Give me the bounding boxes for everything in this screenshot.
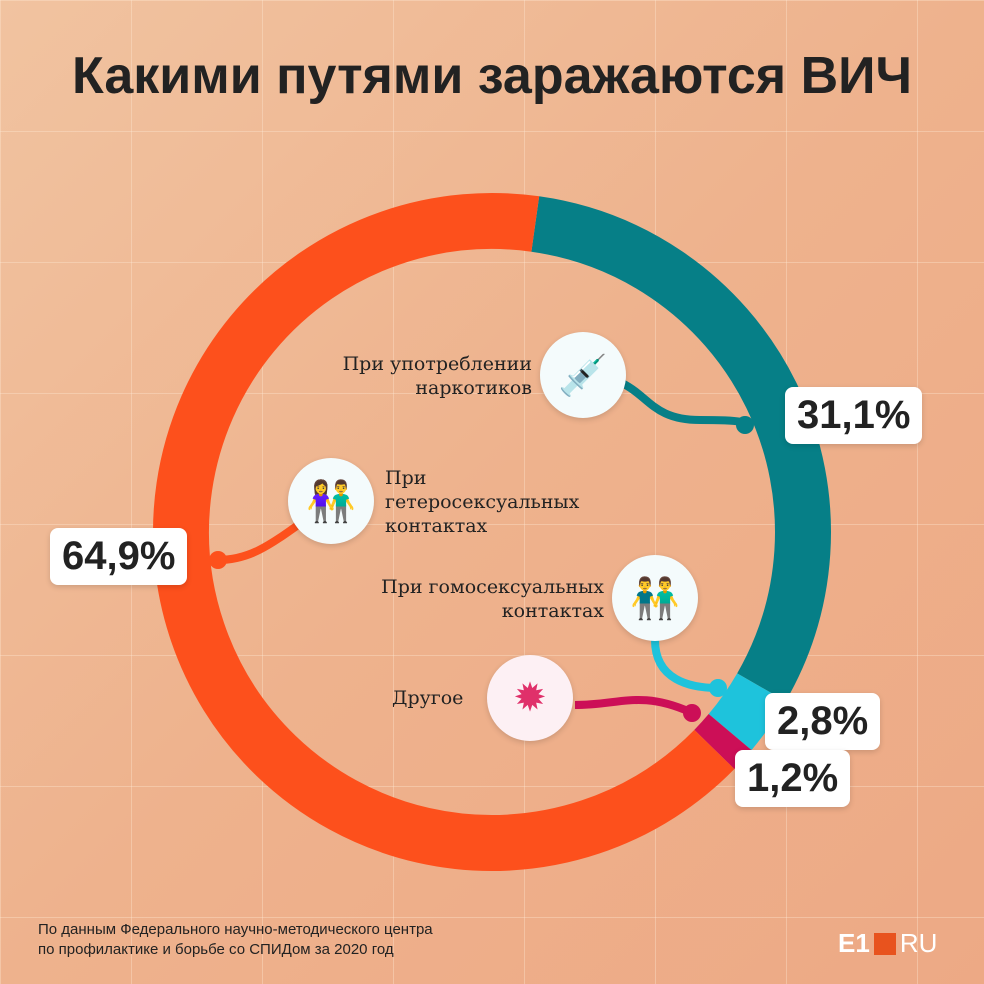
label-line: При употреблении: [342, 353, 532, 375]
label-line: При гомосексуальных: [381, 576, 604, 598]
value-label-other: 1,2%: [735, 750, 851, 807]
value-label-hetero: 64,9%: [50, 528, 188, 585]
virus-icon: ✹: [487, 655, 573, 741]
hetero-couple-icon: 👫: [288, 458, 374, 544]
value-label-homo: 2,8%: [765, 693, 881, 750]
label-line: гетеросексуальных: [385, 491, 580, 513]
connector-hetero: [217, 516, 308, 564]
chart-title: Какими путями заражаются ВИЧ: [71, 47, 913, 105]
syringe-icon: 💉: [540, 332, 626, 418]
connector-other: [574, 696, 692, 716]
label-drugs: При употреблении наркотиков: [306, 352, 532, 400]
label-line: контактах: [385, 515, 488, 537]
label-homo: При гомосексуальных контактах: [320, 575, 604, 623]
donut-slice-0: [531, 196, 831, 702]
label-other: Другое: [392, 687, 464, 709]
logo-suffix: RU: [899, 928, 938, 958]
e1-logo[interactable]: E1 RU: [838, 928, 937, 959]
logo-square: [873, 932, 896, 955]
label-hetero: При гетеросексуальных контактах: [385, 466, 579, 538]
connector-homo: [651, 639, 719, 692]
donut-slice-3: [153, 193, 735, 871]
source-line: По данным Федерального научно-методическ…: [38, 921, 433, 938]
donut-slice-1: [708, 672, 786, 751]
donut-slice-2: [694, 713, 752, 770]
label-line: наркотиков: [415, 377, 532, 399]
value-label-drugs: 31,1%: [785, 387, 923, 444]
source-note: По данным Федерального научно-методическ…: [38, 920, 433, 960]
source-line: по профилактике и борьбе со СПИДом за 20…: [38, 941, 394, 958]
logo-main: E1: [838, 928, 870, 958]
male-couple-icon: 👬: [612, 555, 698, 641]
label-line: При: [385, 467, 427, 489]
label-line: контактах: [501, 600, 604, 622]
